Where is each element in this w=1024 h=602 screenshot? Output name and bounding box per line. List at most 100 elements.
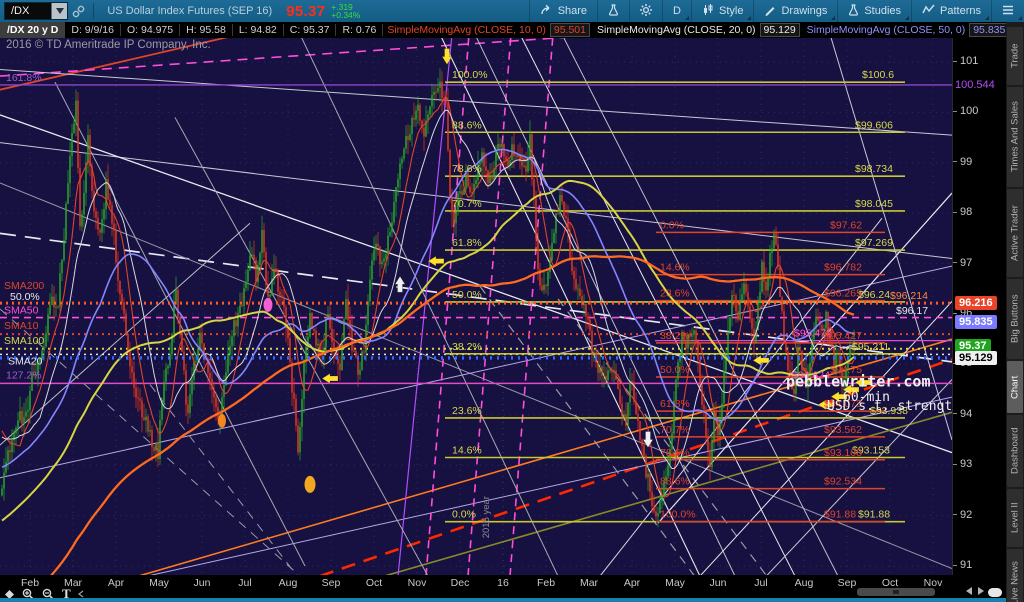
ohlc-cell: D: 9/9/16 xyxy=(65,24,121,36)
sidebar-tab-dashboard[interactable]: Dashboard xyxy=(1007,415,1023,487)
level-label: 14.6% xyxy=(452,444,482,456)
candle-icon xyxy=(702,3,714,19)
sidebar-tab-level-ii[interactable]: Level II xyxy=(1007,489,1023,547)
ellipse-annotations xyxy=(218,297,316,493)
time-label: Feb xyxy=(536,577,556,589)
toolbar-button-drawings[interactable]: Drawings xyxy=(753,0,837,22)
time-label: Mar xyxy=(63,577,83,589)
toolbar-button-label: Studies xyxy=(864,5,902,17)
tick-mark xyxy=(953,211,957,213)
dropdown-caret-icon xyxy=(831,16,836,20)
tick-value: 92 xyxy=(960,508,973,521)
price-axis[interactable]: 101100999897969594939291100.54496.21695.… xyxy=(952,38,1007,575)
sma-50-line xyxy=(1,148,855,468)
ohlc-cell: R: 0.76 xyxy=(336,24,384,36)
caret-left-icon[interactable] xyxy=(77,590,84,598)
chart-text: 2016 © TD Ameritrade IP Company, Inc. xyxy=(6,39,211,51)
study-chip[interactable]: SimpleMovingAvg (CLOSE, 20, 0) 95.129 xyxy=(593,23,803,37)
pan-left-icon[interactable] xyxy=(966,587,973,597)
pan-right-icon[interactable] xyxy=(977,587,984,597)
price-tick: 101 xyxy=(953,55,978,67)
level-label: 23.6% xyxy=(452,405,482,417)
level-label: 88.6% xyxy=(452,119,482,131)
study-chip[interactable]: SimpleMovingAvg (CLOSE, 50, 0) 95.835 xyxy=(803,23,1006,37)
toolbar-button-d[interactable]: D xyxy=(662,0,691,22)
symbol-combo[interactable]: /DX xyxy=(4,2,69,20)
tick-value: 93 xyxy=(960,458,973,471)
level-label: $96.17 xyxy=(896,305,928,317)
price-tick: 99 xyxy=(953,156,972,168)
study-chip[interactable]: SimpleMovingAvg (CLOSE, 10, 0) 95.501 xyxy=(383,23,593,37)
link-icon[interactable] xyxy=(68,2,88,20)
right-gadget-tabs: Trade Times And Sales Active Trader Big But… xyxy=(1006,22,1024,602)
tick-value: 94 xyxy=(960,407,973,420)
time-label: Nov xyxy=(407,577,427,589)
price-bubble: 95.37 xyxy=(955,338,991,353)
level-label: 38.2% xyxy=(660,330,690,342)
price-tick: 98 xyxy=(953,206,972,218)
toolbar-button-label: Style xyxy=(719,5,744,17)
last-price: 95.37 xyxy=(286,2,326,20)
tick-mark xyxy=(953,312,957,314)
time-label: Dec xyxy=(450,577,470,589)
gear-icon xyxy=(640,3,653,19)
time-label: Aug xyxy=(278,577,298,589)
diamond-icon[interactable] xyxy=(4,589,15,600)
time-label: Aug xyxy=(794,577,814,589)
level-label: 50.0% xyxy=(660,364,690,376)
symbol-timeframe-badge[interactable]: /DX 20 y D xyxy=(0,22,66,38)
horizontal-scrollbar[interactable] xyxy=(857,588,935,596)
study-label: SimpleMovingAvg (CLOSE, 10, 0) xyxy=(387,24,546,36)
toolbar-button-studies[interactable]: Studies xyxy=(837,0,911,22)
tick-mark xyxy=(953,413,957,415)
grab-handle-icon[interactable] xyxy=(988,587,1002,597)
tick-value: 99 xyxy=(960,155,973,168)
level-label: 161.8% xyxy=(6,72,42,84)
time-label: 16 xyxy=(497,577,509,589)
price-tick: 100 xyxy=(953,105,978,117)
study-legend: SimpleMovingAvg (CLOSE, 10, 0) 95.501 Simp… xyxy=(383,23,1006,37)
chart-text: pebblewriter.com xyxy=(786,373,931,391)
tick-mark xyxy=(953,514,957,516)
time-label: Sep xyxy=(837,577,857,589)
sma-200-line xyxy=(26,255,855,602)
level-label: 0.0% xyxy=(452,509,476,521)
toolbar-button-style[interactable]: Style xyxy=(691,0,753,22)
sidebar-tab-times-and-sales[interactable]: Times And Sales xyxy=(1007,87,1023,187)
level-label: 78.6% xyxy=(452,163,482,175)
level-label: 38.2% xyxy=(452,341,482,353)
toolbar-button-patterns[interactable]: Patterns xyxy=(911,0,991,22)
sidebar-tab-big-buttons[interactable]: Big Buttons xyxy=(1007,279,1023,359)
bottom-bar: Feb Mar Apr May Jun Jul Aug Sep Oct Nov Dec 16 Feb Ma… xyxy=(0,575,1006,601)
chevron-down-icon[interactable] xyxy=(51,3,68,19)
level-label: 88.6% xyxy=(660,476,690,488)
sidebar-tab-chart[interactable]: Chart xyxy=(1007,361,1023,413)
tick-mark xyxy=(953,564,957,566)
sidebar-tab-active-trader[interactable]: Active Trader xyxy=(1007,189,1023,277)
toolbar-button-gear[interactable] xyxy=(629,0,662,22)
toolbar-button-flask[interactable] xyxy=(597,0,629,22)
toolbar-button-menu[interactable] xyxy=(991,0,1024,22)
price-bubble: 96.216 xyxy=(955,296,997,311)
chart-plot-area[interactable]: 161.8% SMA200 50.0% $96.214 $96.17 SMA50 SMA10… xyxy=(0,33,960,602)
ohlc-cell: C: 95.37 xyxy=(284,24,337,36)
window-edge xyxy=(0,598,1024,602)
sidebar-tab-trade[interactable]: Trade xyxy=(1007,27,1023,85)
toolbar-button-share[interactable]: Share xyxy=(528,0,597,22)
study-value: 95.501 xyxy=(549,23,590,37)
time-label: Apr xyxy=(107,577,125,589)
sma-10-line xyxy=(1,96,855,498)
text-tool[interactable]: T xyxy=(62,586,71,601)
change-percent: +0.34% xyxy=(331,10,361,20)
level-label: 127.2% xyxy=(6,369,42,381)
level-label: $99.606 xyxy=(855,119,893,131)
ohlc-cell: L: 94.82 xyxy=(233,24,284,36)
level-label: $92.534 xyxy=(824,476,862,488)
study-value: 95.835 xyxy=(969,23,1006,37)
level-label: $94.624 xyxy=(792,369,830,381)
ohlc-cell: O: 94.975 xyxy=(121,24,181,36)
sidebar-tab-live-news[interactable]: Live News xyxy=(1007,549,1023,602)
chart-text: 60-min xyxy=(843,390,890,405)
